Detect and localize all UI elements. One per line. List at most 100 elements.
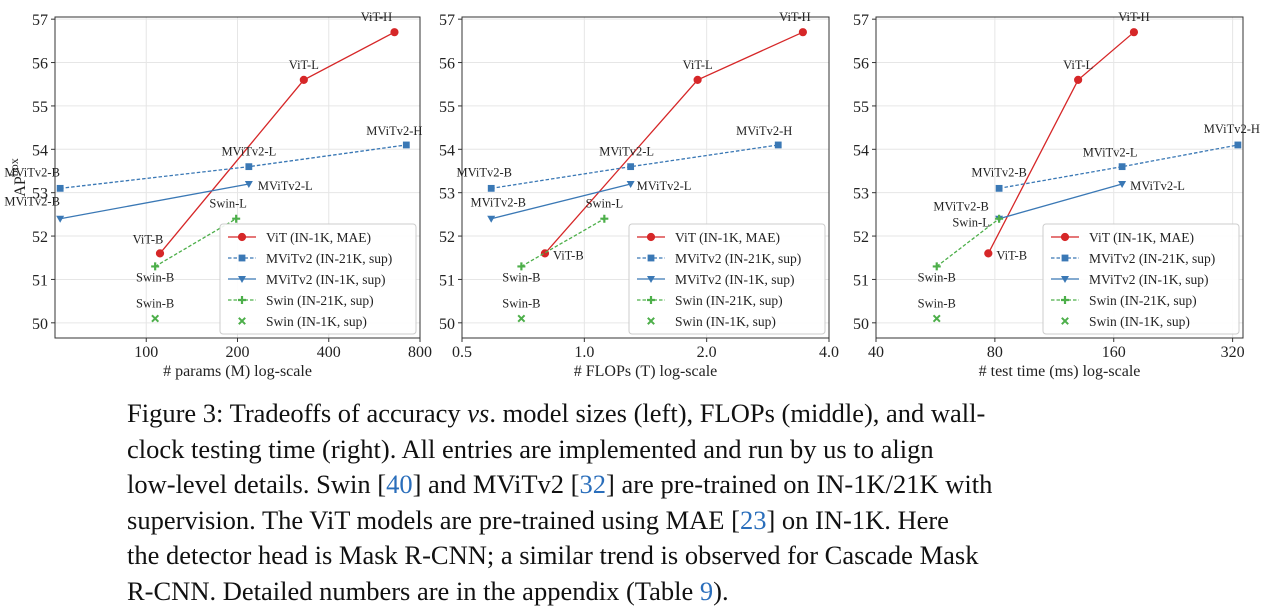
point-label: MViTv2-H [1204,122,1260,136]
caption-line-3: low-level details. Swin [40] and MViTv2 … [127,467,1137,503]
series-5: Swin-B [136,296,174,321]
point-label: ViT-H [361,10,392,24]
data-point-square [775,142,782,149]
y-tick-label: 56 [853,56,869,73]
data-point-circle [647,233,654,240]
y-tick-label: 50 [32,316,48,333]
data-point-square [488,185,495,192]
citation-link-40[interactable]: 40 [386,469,413,499]
citation-link-32[interactable]: 32 [580,469,607,499]
legend-label: ViT (IN-1K, MAE) [1089,230,1194,245]
y-tick-label: 51 [32,272,48,289]
caption-line-4: supervision. The ViT models are pre-trai… [127,503,1137,539]
point-label: MViTv2-L [1083,146,1138,160]
citation-link-23[interactable]: 23 [740,505,767,535]
legend: ViT (IN-1K, MAE)MViTv2 (IN-21K, sup)MViT… [220,224,416,334]
y-tick-label: 50 [439,316,455,333]
y-tick-label: 55 [32,99,48,116]
y-tick-label: 57 [439,12,455,29]
caption-text: . model sizes (left), FLOPs (middle), an… [489,398,985,428]
legend-label: MViTv2 (IN-1K, sup) [1089,272,1209,287]
point-label: ViT-L [683,58,713,72]
series-5: Swin-B [502,296,540,321]
legend-label: Swin (IN-21K, sup) [1089,293,1197,308]
x-tick-label: 1.0 [574,344,594,361]
y-tick-label: 53 [439,186,455,203]
y-tick-label: 52 [853,229,869,246]
legend-label: MViTv2 (IN-1K, sup) [675,272,795,287]
data-point-x [518,315,524,321]
point-label: Swin-L [209,197,247,211]
figure-caption: Figure 3: Tradeoffs of accuracy vs. mode… [127,396,1137,609]
series-line [160,32,394,253]
y-tick-label: 52 [439,229,455,246]
data-point-square [403,142,410,149]
y-tick-label: 56 [32,56,48,73]
point-label: ViT-L [1063,58,1093,72]
point-label: ViT-H [1118,10,1149,24]
legend-label: Swin (IN-1K, sup) [675,314,776,329]
x-tick-label: 0.5 [452,344,472,361]
table-link-9[interactable]: 9 [700,576,713,606]
y-tick-label: 55 [439,99,455,116]
series-line [988,32,1134,253]
legend: ViT (IN-1K, MAE)MViTv2 (IN-21K, sup)MViT… [629,224,825,334]
y-tick-label: 57 [853,12,869,29]
data-point-square [627,163,634,170]
point-label: MViTv2-H [736,124,792,138]
legend-label: MViTv2 (IN-21K, sup) [266,251,392,266]
point-label: MViTv2-B [456,165,512,179]
legend-label: MViTv2 (IN-21K, sup) [675,251,801,266]
point-label: ViT-B [996,248,1027,262]
data-point-plus [600,215,608,223]
data-point-x [152,315,158,321]
y-tick-label: 50 [853,316,869,333]
x-tick-label: 800 [408,344,432,361]
data-point-circle [1061,233,1068,240]
point-label: MViTv2-B [4,195,60,209]
data-point-circle [694,76,701,83]
x-tick-label: 160 [1102,344,1126,361]
y-tick-label: 54 [853,142,869,159]
legend-label: Swin (IN-1K, sup) [1089,314,1190,329]
caption-text: ] on IN-1K. Here [766,505,949,535]
point-label: ViT-B [553,248,584,262]
data-point-plus [151,262,159,270]
data-point-circle [1075,76,1082,83]
series-line [999,184,1122,219]
legend-label: Swin (IN-21K, sup) [675,293,783,308]
caption-text: ). [713,576,728,606]
data-point-circle [1130,29,1137,36]
point-label: Swin-B [918,296,956,310]
data-point-square [1119,163,1126,170]
caption-text: ] and MViTv2 [ [413,469,580,499]
y-tick-label: 57 [32,12,48,29]
point-label: Swin-B [502,270,540,284]
caption-line-2: clock testing time (right). All entries … [127,432,1137,468]
data-point-square [1234,142,1241,149]
point-label: ViT-B [133,232,164,246]
legend-label: MViTv2 (IN-21K, sup) [1089,251,1215,266]
data-point-x [934,315,940,321]
point-label: ViT-H [779,10,810,24]
caption-text: ] are pre-trained on IN-1K/21K with [606,469,992,499]
x-axis-label: # test time (ms) log-scale [979,363,1141,380]
series-line [545,32,803,253]
point-label: Swin-L [952,216,990,230]
y-tick-label: 54 [32,142,48,159]
caption-text: low-level details. Swin [ [127,469,386,499]
point-label: MViTv2-B [933,200,989,214]
x-tick-label: 80 [987,344,1003,361]
caption-line-5: the detector head is Mask R-CNN; a simil… [127,538,1137,574]
caption-italic-vs: vs [467,398,489,428]
